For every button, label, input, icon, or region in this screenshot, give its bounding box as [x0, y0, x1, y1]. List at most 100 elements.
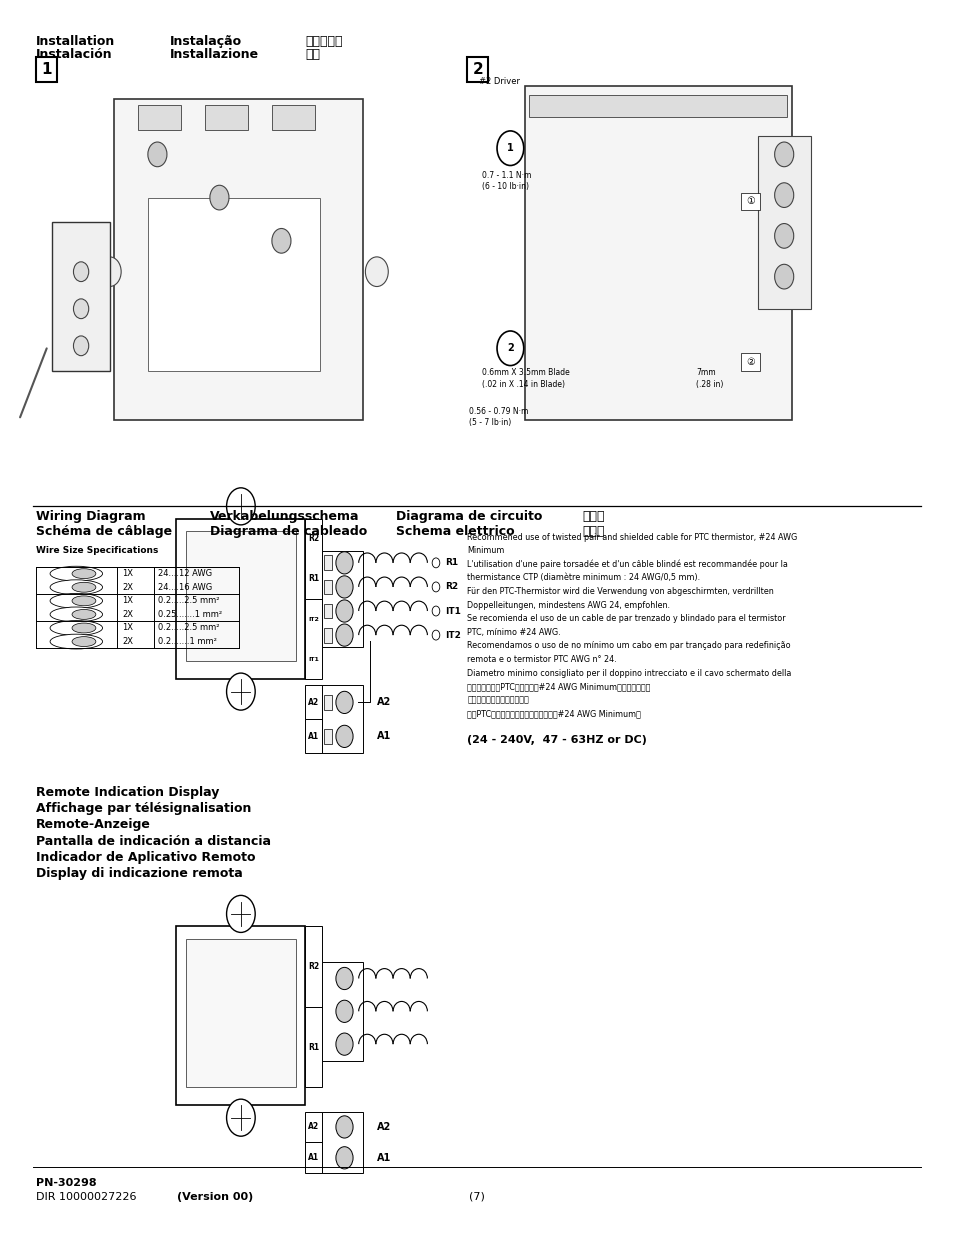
Ellipse shape — [71, 595, 95, 605]
Bar — [524, 86, 791, 420]
Text: Indicador de Aplicativo Remoto: Indicador de Aplicativo Remoto — [36, 851, 255, 863]
Text: A2: A2 — [376, 698, 391, 708]
Text: 配线图: 配线图 — [581, 525, 604, 537]
Bar — [205, 105, 248, 130]
Ellipse shape — [71, 568, 95, 578]
Circle shape — [774, 224, 793, 248]
Text: Remote-Anzeige: Remote-Anzeige — [36, 819, 151, 831]
Text: thermistance CTP (diamètre minimum : 24 AWG/0,5 mm).: thermistance CTP (diamètre minimum : 24 … — [467, 573, 700, 583]
Circle shape — [432, 558, 439, 568]
Bar — [322, 551, 362, 647]
Bar — [138, 105, 181, 130]
Text: 2X: 2X — [122, 610, 133, 619]
Text: L'utilisation d'une paire torsadée et d'un câble blindé est recommandée pour la: L'utilisation d'une paire torsadée et d'… — [467, 559, 787, 569]
Ellipse shape — [50, 566, 103, 580]
Bar — [324, 579, 332, 594]
Circle shape — [226, 673, 254, 710]
Bar — [305, 719, 322, 753]
Text: ①: ① — [745, 196, 755, 206]
Text: R1: R1 — [308, 1042, 319, 1052]
Circle shape — [73, 336, 89, 356]
Circle shape — [73, 299, 89, 319]
Text: Diagrama de circuito: Diagrama de circuito — [395, 510, 541, 522]
Ellipse shape — [50, 635, 103, 650]
Bar — [324, 729, 332, 743]
Text: A2: A2 — [308, 1123, 319, 1131]
Text: Se recomienda el uso de un cable de par trenzado y blindado para el termistor: Se recomienda el uso de un cable de par … — [467, 614, 785, 624]
Circle shape — [226, 895, 254, 932]
Text: (7): (7) — [469, 1192, 484, 1202]
Text: 2: 2 — [506, 343, 514, 353]
Text: remota e o termistor PTC AWG n° 24.: remota e o termistor PTC AWG n° 24. — [467, 655, 617, 664]
Text: Diametro minimo consigliato per il doppino intrecciato e il cavo schermato della: Diametro minimo consigliato per il doppi… — [467, 668, 791, 678]
Circle shape — [335, 1146, 353, 1168]
Text: (6 - 10 lb·in): (6 - 10 lb·in) — [481, 182, 528, 191]
Text: DIR 10000027226: DIR 10000027226 — [36, 1192, 140, 1202]
Text: Minimum: Minimum — [467, 546, 504, 556]
Text: 1X: 1X — [122, 597, 133, 605]
Text: 0.6mm X 3.5mm Blade: 0.6mm X 3.5mm Blade — [481, 368, 569, 378]
Ellipse shape — [50, 580, 103, 594]
Circle shape — [335, 692, 353, 714]
Text: 24....12 AWG: 24....12 AWG — [158, 569, 213, 578]
Text: R1: R1 — [308, 574, 319, 583]
Text: (Version 00): (Version 00) — [177, 1192, 253, 1202]
Circle shape — [497, 131, 523, 165]
Circle shape — [335, 552, 353, 574]
Text: 7mm: 7mm — [696, 368, 716, 378]
Ellipse shape — [71, 582, 95, 593]
Text: Installation: Installation — [36, 36, 115, 48]
Text: Instalación: Instalación — [36, 48, 112, 61]
Text: Recomendamos o uso de no mínimo um cabo em par trançado para redefinição: Recomendamos o uso de no mínimo um cabo … — [467, 641, 790, 651]
Circle shape — [335, 576, 353, 598]
Text: (24 - 240V,  47 - 63HZ or DC): (24 - 240V, 47 - 63HZ or DC) — [467, 735, 647, 745]
Text: IT1: IT1 — [308, 657, 319, 662]
Text: 2: 2 — [472, 62, 483, 77]
Circle shape — [432, 606, 439, 616]
Text: Installazione: Installazione — [170, 48, 258, 61]
Text: Recommened use of twisted pair and shielded cable for PTC thermistor, #24 AWG: Recommened use of twisted pair and shiel… — [467, 532, 797, 542]
Circle shape — [335, 1116, 353, 1139]
Text: ブルの使用をお勧めします。: ブルの使用をお勧めします。 — [467, 695, 529, 705]
Text: 0.56 - 0.79 N·m: 0.56 - 0.79 N·m — [469, 406, 528, 416]
Text: 取付け方法: 取付け方法 — [305, 36, 342, 48]
Text: A1: A1 — [308, 1153, 319, 1162]
Circle shape — [148, 142, 167, 167]
Bar — [324, 556, 332, 571]
Text: IT2: IT2 — [308, 616, 319, 621]
Text: Wiring Diagram: Wiring Diagram — [36, 510, 146, 522]
Text: (5 - 7 lb·in): (5 - 7 lb·in) — [469, 417, 511, 427]
Text: 24....16 AWG: 24....16 AWG — [158, 583, 213, 592]
Text: Für den PTC-Thermistor wird die Verwendung von abgeschirmten, verdrillten: Für den PTC-Thermistor wird die Verwendu… — [467, 587, 774, 597]
Circle shape — [335, 600, 353, 622]
Bar — [305, 1007, 322, 1088]
Circle shape — [335, 1032, 353, 1055]
Text: 1: 1 — [506, 143, 514, 153]
Bar — [186, 531, 295, 661]
Bar — [305, 519, 322, 599]
Ellipse shape — [71, 637, 95, 647]
Bar — [114, 99, 362, 420]
Text: PN-30298: PN-30298 — [36, 1178, 97, 1188]
Bar — [305, 685, 322, 719]
Bar — [758, 136, 810, 309]
Bar — [740, 353, 760, 370]
Text: 0.25.......1 mm²: 0.25.......1 mm² — [158, 610, 222, 619]
Bar — [176, 926, 305, 1105]
Text: A2: A2 — [308, 698, 319, 706]
Text: Affichage par télésignalisation: Affichage par télésignalisation — [36, 803, 252, 815]
Text: ②: ② — [745, 357, 755, 367]
Text: Schema elettrico: Schema elettrico — [395, 525, 514, 537]
Bar — [305, 1112, 322, 1142]
Text: 2X: 2X — [122, 637, 133, 646]
Text: IT1: IT1 — [445, 606, 461, 615]
Text: Pantalla de indicación a distancia: Pantalla de indicación a distancia — [36, 835, 271, 847]
Bar — [305, 599, 322, 679]
Bar — [529, 95, 786, 117]
Text: 2X: 2X — [122, 583, 133, 592]
Text: A1: A1 — [308, 732, 319, 741]
Bar — [305, 1142, 322, 1173]
Text: ツイストペアとPTCサーミスタ#24 AWG Minimumのシールドケー: ツイストペアとPTCサーミスタ#24 AWG Minimumのシールドケー — [467, 682, 650, 692]
Circle shape — [335, 624, 353, 646]
Text: R1: R1 — [445, 558, 458, 567]
